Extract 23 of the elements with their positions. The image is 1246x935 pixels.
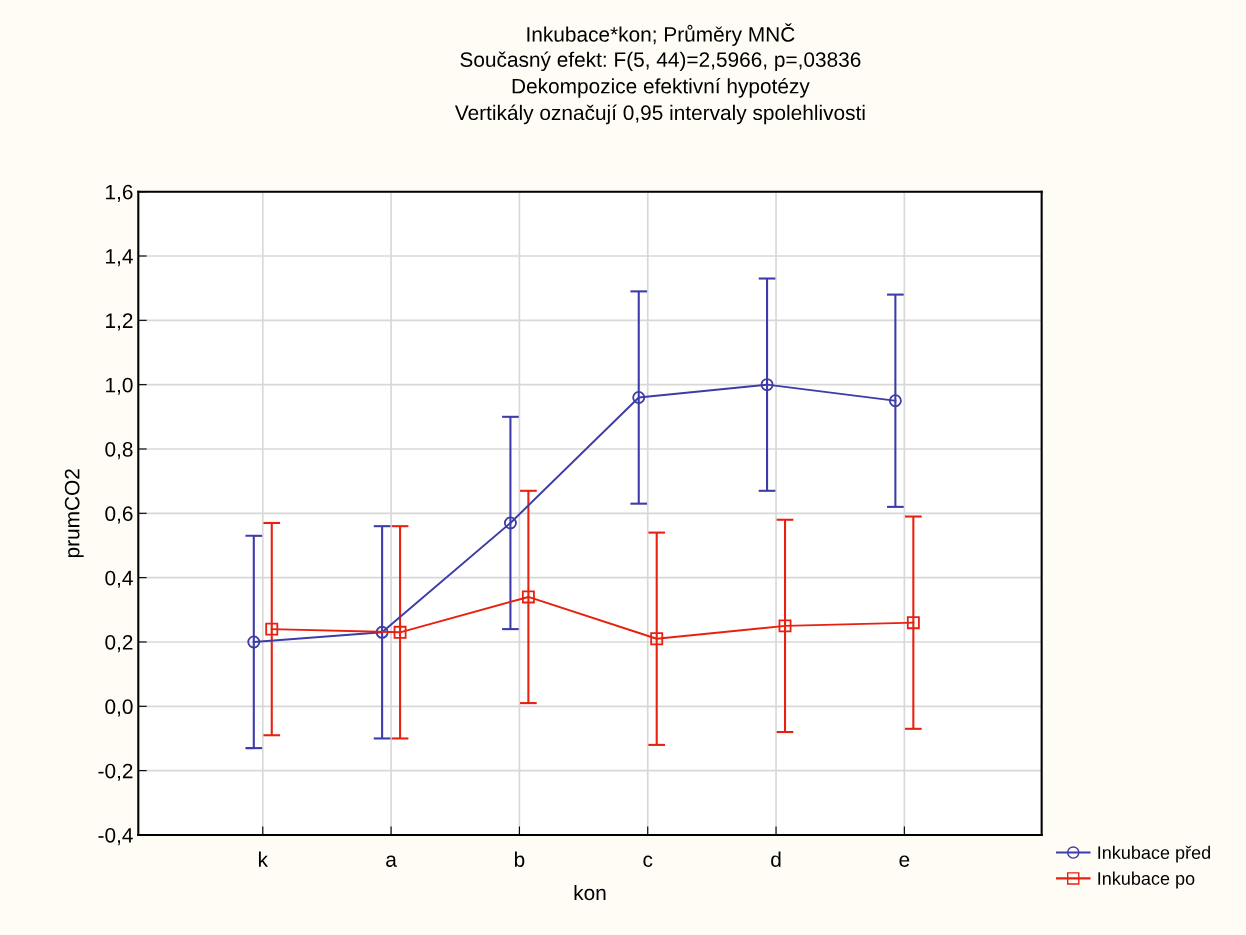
x-tick-label: k [258,851,269,867]
x-axis-title: kon [574,884,606,901]
x-tick-label: c [643,855,653,867]
y-tick-label: 1,6 [106,184,133,202]
y-tick-label: -0,2 [98,763,133,781]
x-tick-label: b [514,851,525,867]
chart-title: Inkubace*kon; Průměry MNČ [527,23,795,46]
y-tick-label: 0,0 [105,699,133,717]
y-tick-label: 1,4 [106,249,133,267]
y-tick-label: 1,0 [106,377,133,395]
legend-label: Inkubace před [1098,845,1210,863]
y-tick-label: 1,2 [106,313,133,331]
chart-subtitle: Současný efekt: F(5, 44)=2,5966, p=,03836 Dekompozice efektivní hypotézy Vertikály označují 0,95 intervaly spolehlivosti [454,51,865,125]
y-tick-label: -0,4 [98,827,133,846]
y-tick-label: 0,6 [105,506,133,524]
y-tick-label: 0,8 [105,441,133,460]
x-tick-label: e [899,855,910,867]
x-tick-label: a [386,855,397,867]
y-axis-title: prumCO2 [64,469,84,558]
y-tick-label: 0,4 [105,570,133,588]
legend-label: Inkubace po [1098,871,1195,889]
x-tick-label: d [771,851,781,867]
y-tick-label: 0,2 [105,634,133,653]
